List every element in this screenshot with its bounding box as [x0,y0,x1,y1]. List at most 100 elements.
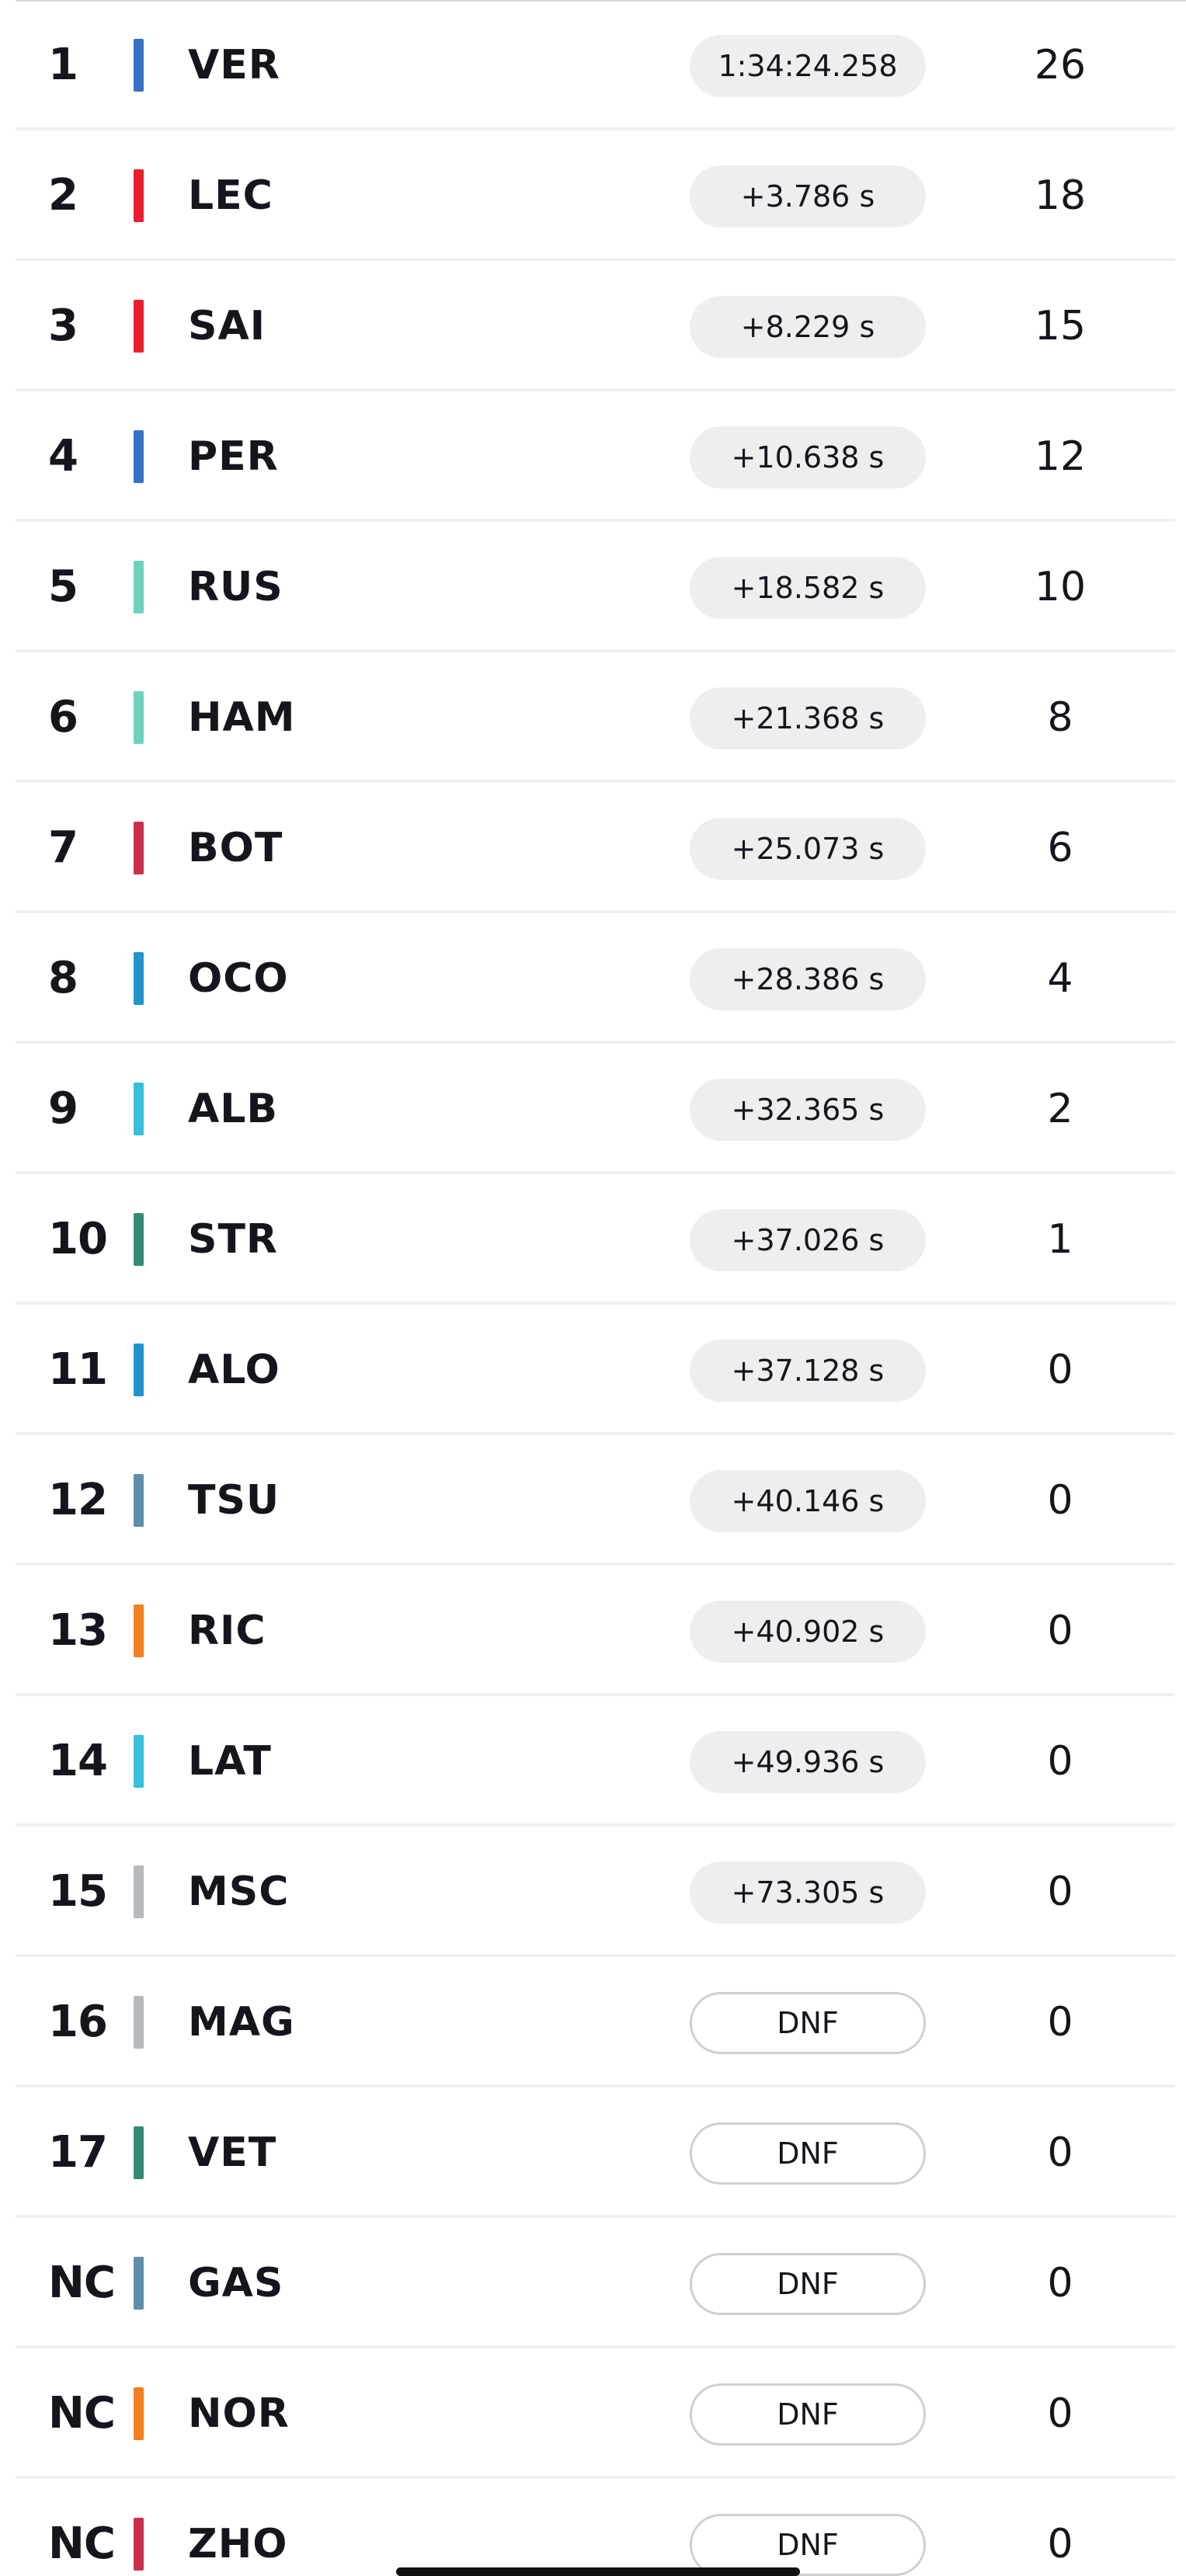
driver-code: LAT [188,1738,272,1785]
dnf-badge: DNF [690,2122,926,2185]
driver-code: MSC [188,1869,290,1915]
position-label: 11 [48,1344,108,1395]
row-divider [16,388,1175,391]
driver-code: MAG [188,1999,295,2046]
result-row[interactable]: 13 RIC +40.902 s 0 [0,1566,1186,1696]
gap-time-badge: +25.073 s [690,818,926,880]
dnf-badge: DNF [690,2383,926,2446]
dnf-badge: DNF [690,2514,926,2576]
position-label: 10 [48,1214,108,1264]
gap-time-badge: +3.786 s [690,165,926,228]
driver-code: LEC [188,172,273,219]
position-label: 4 [48,431,78,481]
points-value: 0 [1047,1477,1073,1524]
driver-code: NOR [188,2390,290,2437]
row-divider [16,127,1175,130]
points-value: 0 [1047,1999,1073,2046]
position-label: 17 [48,2127,108,2178]
result-row[interactable]: 12 TSU +40.146 s 0 [0,1435,1186,1566]
points-value: 8 [1047,694,1073,741]
result-row[interactable]: 6 HAM +21.368 s 8 [0,652,1186,783]
gap-time-badge: +73.305 s [690,1862,926,1924]
row-divider [16,649,1175,652]
result-row[interactable]: 5 RUS +18.582 s 10 [0,522,1186,652]
row-divider [16,1171,1175,1174]
result-row[interactable]: 2 LEC +3.786 s 18 [0,130,1186,261]
points-value: 26 [1034,42,1087,89]
row-divider [16,780,1175,783]
driver-code: ZHO [188,2521,288,2567]
team-color-bar [134,822,144,874]
home-indicator[interactable] [396,2567,800,2576]
points-value: 0 [1047,2521,1073,2567]
team-color-bar [134,1996,144,2049]
team-color-bar [134,1604,144,1657]
points-value: 0 [1047,1738,1073,1785]
gap-time-badge: +8.229 s [690,296,926,358]
driver-code: ALB [188,1086,279,1132]
position-label: 6 [48,692,78,742]
team-color-bar [134,2257,144,2310]
team-color-bar [134,169,144,222]
team-color-bar [134,2518,144,2571]
result-row[interactable]: 11 ALO +37.128 s 0 [0,1305,1186,1435]
team-color-bar [134,2387,144,2440]
position-label: NC [48,2519,116,2569]
team-color-bar [134,1474,144,1527]
result-row[interactable]: 4 PER +10.638 s 12 [0,391,1186,522]
gap-time-badge: +40.146 s [690,1470,926,1532]
row-divider [16,1432,1175,1435]
team-color-bar [134,952,144,1005]
result-row[interactable]: NC NOR DNF 0 [0,2348,1186,2479]
driver-code: VER [188,42,280,89]
driver-code: SAI [188,303,266,349]
row-divider [16,2345,1175,2348]
team-color-bar [134,1083,144,1135]
row-divider [16,2215,1175,2218]
result-row[interactable]: 3 SAI +8.229 s 15 [0,261,1186,391]
result-row[interactable]: 16 MAG DNF 0 [0,1957,1186,2088]
gap-time-badge: +32.365 s [690,1079,926,1141]
team-color-bar [134,1735,144,1788]
position-label: 14 [48,1736,108,1786]
position-label: 9 [48,1083,78,1134]
gap-time-badge: +37.128 s [690,1340,926,1402]
gap-time-badge: +40.902 s [690,1601,926,1663]
points-value: 0 [1047,2260,1073,2307]
team-color-bar [134,1213,144,1266]
gap-time-badge: +28.386 s [690,948,926,1010]
gap-time-badge: +21.368 s [690,687,926,749]
driver-code: OCO [188,955,289,1002]
position-label: 5 [48,561,78,612]
result-row[interactable]: 17 VET DNF 0 [0,2088,1186,2218]
result-row[interactable]: 7 BOT +25.073 s 6 [0,783,1186,913]
result-row[interactable]: 9 ALB +32.365 s 2 [0,1044,1186,1174]
row-divider [16,2476,1175,2479]
result-row[interactable]: 10 STR +37.026 s 1 [0,1174,1186,1305]
row-divider [16,1823,1175,1827]
row-divider [16,1954,1175,1957]
team-color-bar [134,691,144,744]
row-divider [16,1693,1175,1696]
result-row[interactable]: 1 VER 1:34:24.258 26 [0,0,1186,130]
row-divider [16,910,1175,913]
result-row[interactable]: NC GAS DNF 0 [0,2218,1186,2348]
team-color-bar [134,1344,144,1396]
points-value: 0 [1047,1869,1073,1915]
row-divider [16,519,1175,522]
result-row[interactable]: 8 OCO +28.386 s 4 [0,913,1186,1044]
position-label: 3 [48,301,78,351]
result-row[interactable]: 15 MSC +73.305 s 0 [0,1827,1186,1957]
position-label: 12 [48,1475,108,1525]
points-value: 12 [1034,433,1087,480]
dnf-badge: DNF [690,1992,926,2054]
result-row[interactable]: NC ZHO DNF 0 [0,2479,1186,2576]
row-divider [16,1041,1175,1044]
position-label: NC [48,2258,116,2308]
team-color-bar [134,1865,144,1918]
position-label: NC [48,2388,116,2439]
gap-time-badge: +18.582 s [690,557,926,619]
result-row[interactable]: 14 LAT +49.936 s 0 [0,1696,1186,1827]
position-label: 16 [48,1997,108,2047]
driver-code: VET [188,2129,277,2176]
